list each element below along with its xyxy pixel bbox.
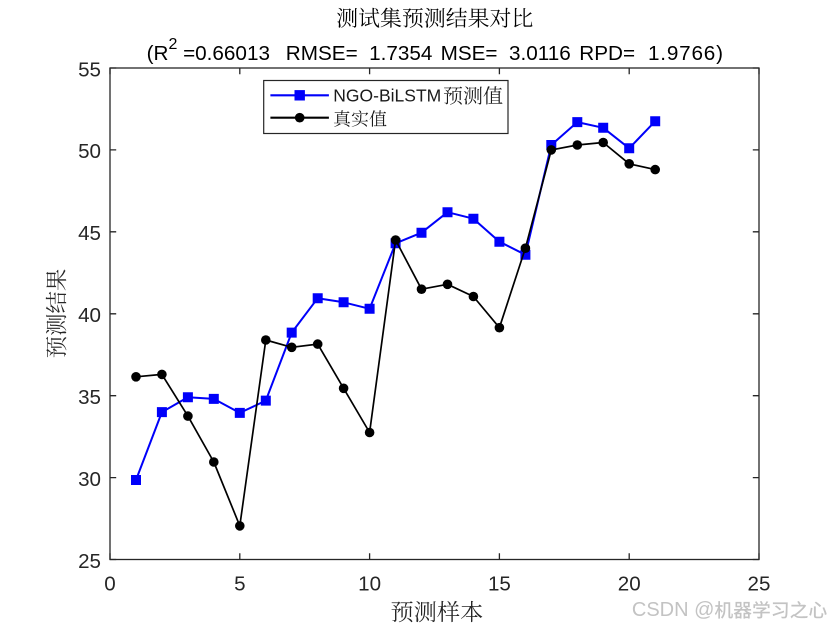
svg-text:30: 30 <box>78 468 101 491</box>
svg-text:5: 5 <box>234 573 245 596</box>
svg-text:35: 35 <box>78 386 101 409</box>
svg-text:25: 25 <box>748 573 771 596</box>
svg-text:1.9766): 1.9766) <box>648 42 724 65</box>
svg-text:20: 20 <box>618 573 641 596</box>
svg-text:25: 25 <box>78 550 101 573</box>
svg-text:40: 40 <box>78 304 101 327</box>
svg-text:MSE= 3.0116: MSE= 3.0116 <box>441 42 571 65</box>
svg-text:RPD=: RPD= <box>579 42 635 65</box>
svg-text:55: 55 <box>78 58 101 81</box>
svg-text:45: 45 <box>78 222 101 245</box>
svg-text:50: 50 <box>78 140 101 163</box>
svg-text:10: 10 <box>358 573 381 596</box>
svg-text:0: 0 <box>104 573 115 596</box>
svg-text:RMSE= 1.7354: RMSE= 1.7354 <box>286 42 433 65</box>
svg-text:15: 15 <box>488 573 511 596</box>
svg-text:NGO-BiLSTM: NGO-BiLSTM <box>333 86 441 106</box>
svg-text:CSDN @: CSDN @ <box>632 599 715 621</box>
